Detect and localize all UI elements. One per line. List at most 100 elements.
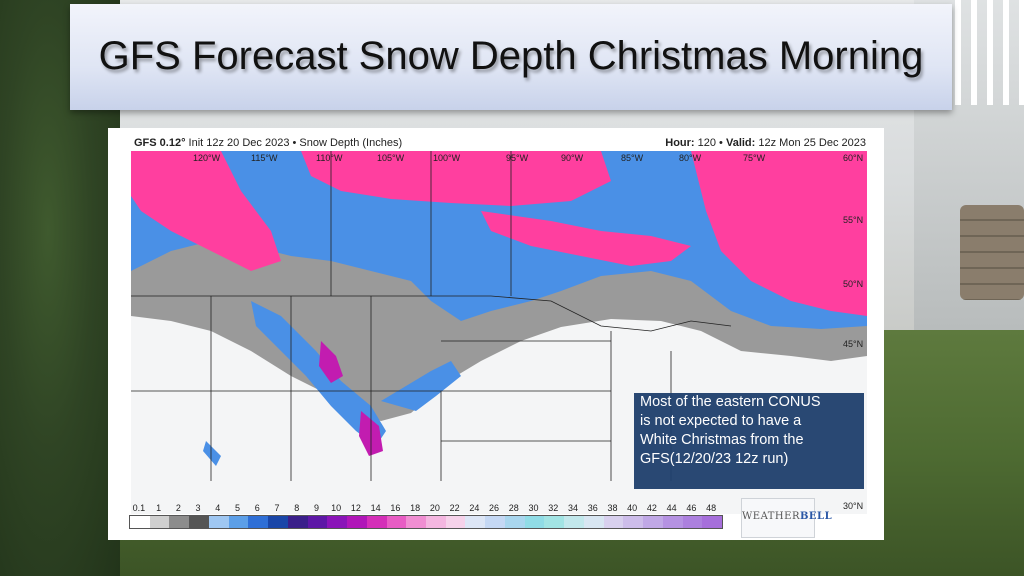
colorbar-tick-label: 12	[350, 503, 361, 513]
colorbar-tick-label: 4	[215, 503, 221, 513]
colorbar-tick-label: 32	[548, 503, 559, 513]
init-info: Init 12z 20 Dec 2023 • Snow Depth (Inche…	[185, 137, 403, 149]
valid-value: 12z Mon 25 Dec 2023	[755, 137, 866, 149]
colorbar-segment	[228, 516, 249, 528]
lon-label: 75°W	[743, 153, 766, 163]
map-header: GFS 0.12° Init 12z 20 Dec 2023 • Snow De…	[134, 137, 866, 151]
colorbar-tick-label: 5	[235, 503, 241, 513]
colorbar-segment	[524, 516, 545, 528]
logo-text: WEATHERBELL	[742, 511, 832, 522]
map-header-right: Hour: 120 • Valid: 12z Mon 25 Dec 2023	[665, 137, 866, 149]
heavy-snow-wyoming	[319, 341, 343, 383]
medium-snow-region	[131, 151, 867, 329]
colorbar-tick-label: 24	[469, 503, 480, 513]
colorbar-tick-label: 2	[175, 503, 181, 513]
lon-label: 85°W	[621, 153, 644, 163]
colorbar-tick-label: 36	[587, 503, 598, 513]
colorbar-tick-label: 30	[528, 503, 539, 513]
colorbar-tick-labels: 0.1 1 2 3 4 5 6 7 8 9 10 12 14 16 18 20 22 24 26 28 30 32 34 36…	[129, 503, 721, 513]
lon-label: 110°W	[316, 153, 343, 163]
colorbar-tick-label: 18	[410, 503, 421, 513]
colorbar-segment	[643, 516, 663, 528]
colorbar-tick-label: 0.1	[132, 503, 146, 513]
lon-label: 115°W	[251, 153, 278, 163]
colorbar-segment	[504, 516, 525, 528]
colorbar-tick-label: 42	[646, 503, 657, 513]
valid-label: Valid:	[725, 137, 756, 149]
colorbar-segment	[287, 516, 308, 528]
model-name: GFS 0.12°	[134, 137, 186, 149]
colorbar-tick-label: 20	[429, 503, 440, 513]
state-borders-columns	[210, 296, 372, 481]
us-canada-border	[131, 295, 732, 332]
colorbar-tick-label: 46	[686, 503, 697, 513]
logo-text-bell: BELL	[799, 511, 833, 522]
colorbar-tick-label: 7	[274, 503, 280, 513]
snow-depth-map-panel: GFS 0.12° Init 12z 20 Dec 2023 • Snow De…	[108, 128, 884, 540]
colorbar-tick-label: 34	[567, 503, 579, 513]
heavy-snow-quebec	[691, 151, 867, 316]
colorbar-segment	[662, 516, 683, 528]
colorbar-segment	[603, 516, 624, 528]
colorbar-segment	[544, 516, 565, 528]
annotation-line: White Christmas from the	[640, 432, 804, 448]
weatherbell-logo: WEATHERBELL	[741, 498, 832, 538]
colorbar-segment	[623, 516, 644, 528]
lon-label: 80°W	[679, 153, 702, 163]
front-range-snow	[381, 361, 461, 411]
colorbar-segment	[564, 516, 584, 528]
colorbar-tick-label: 38	[607, 503, 618, 513]
map-area: 120°W 115°W 110°W 105°W 100°W 95°W 90°W …	[131, 151, 867, 514]
annotation-box: Most of the eastern CONUS is not expecte…	[634, 393, 864, 489]
heavy-snow-bc	[131, 151, 281, 271]
colorbar-segment	[445, 516, 466, 528]
colorbar-segment	[386, 516, 407, 528]
state-borders-central	[441, 340, 611, 442]
colorbar-tick-label: 48	[706, 503, 717, 513]
colorbar-segment	[327, 516, 348, 528]
colorbar-segment	[366, 516, 387, 528]
colorbar-segment	[702, 516, 723, 528]
lat-label: 55°N	[843, 215, 864, 225]
colorbar-segment	[406, 516, 427, 528]
lon-label: 95°W	[506, 153, 529, 163]
colorbar-segment	[130, 516, 150, 528]
colorbar-tick-label: 3	[195, 503, 201, 513]
heavy-snow-canada-west	[301, 151, 611, 206]
colorbar-tick-label: 28	[508, 503, 519, 513]
lat-label: 30°N	[843, 501, 864, 511]
colorbar-tick-label: 26	[489, 503, 500, 513]
lat-label: 50°N	[843, 279, 864, 289]
lon-label: 120°W	[193, 153, 221, 163]
colorbar-segment	[583, 516, 604, 528]
lat-label: 45°N	[843, 339, 864, 349]
colorbar-tick-label: 14	[370, 503, 381, 513]
annotation-line: is not expected to have a	[640, 413, 802, 429]
colorbar-segment	[347, 516, 367, 528]
colorbar-segment	[149, 516, 170, 528]
colorbar-segment	[208, 516, 229, 528]
colorbar-tick-label: 10	[331, 503, 342, 513]
colorbar-segment	[682, 516, 703, 528]
colorbar-tick-label: 40	[627, 503, 638, 513]
rockies-snow	[251, 301, 386, 446]
annotation-line: Most of the eastern CONUS	[640, 394, 821, 410]
lon-label: 90°W	[561, 153, 584, 163]
colorbar-tick-label: 9	[313, 503, 319, 513]
lon-label: 100°W	[433, 153, 461, 163]
colorbar-segment	[307, 516, 328, 528]
colorbar-tick-label: 8	[294, 503, 300, 513]
annotation-line: GFS(12/20/23 12z run)	[640, 451, 789, 467]
porch-railing	[955, 0, 1024, 105]
colorbar-segment	[248, 516, 269, 528]
colorbar-segment	[268, 516, 288, 528]
colorbar-segment	[485, 516, 505, 528]
colorbar-segment	[189, 516, 209, 528]
heavy-snow-prairies	[481, 211, 691, 266]
colorbar-segment	[465, 516, 486, 528]
colorbar-tick-label: 16	[390, 503, 401, 513]
title-banner: GFS Forecast Snow Depth Christmas Mornin…	[70, 4, 952, 110]
colorbar-segment	[169, 516, 190, 528]
colorbar-tick-label: 22	[449, 503, 460, 513]
slide-title: GFS Forecast Snow Depth Christmas Mornin…	[98, 34, 924, 78]
